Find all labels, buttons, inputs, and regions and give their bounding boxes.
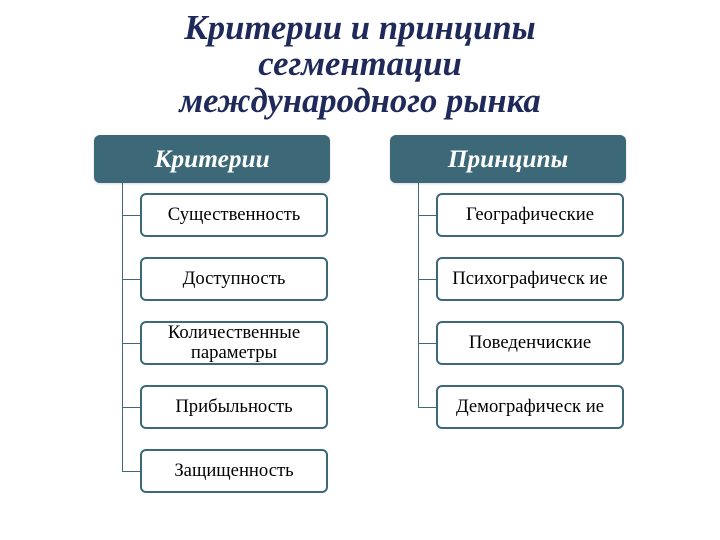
criteria-item-1: Доступность <box>140 257 328 301</box>
criteria-tree: Существенность Доступность Количественны… <box>96 193 328 493</box>
criteria-item-2: Количественные параметры <box>140 321 328 365</box>
principles-item-row-3: Демографическ ие <box>418 385 624 429</box>
principles-item-row-1: Психографическ ие <box>418 257 624 301</box>
principles-item-3: Демографическ ие <box>436 385 624 429</box>
criteria-item-row-1: Доступность <box>122 257 328 301</box>
column-criteria: Критерии Существенность Доступность Коли… <box>94 135 330 493</box>
criteria-item-row-3: Прибыльность <box>122 385 328 429</box>
column-principles: Принципы Географические Психографическ и… <box>390 135 626 493</box>
criteria-item-row-4: Защищенность <box>122 449 328 493</box>
page: Критерии и принципы сегментации междунар… <box>0 0 720 540</box>
criteria-item-row-2: Количественные параметры <box>122 321 328 365</box>
principles-item-2: Поведенчиские <box>436 321 624 365</box>
principles-hconn-0 <box>418 215 436 216</box>
criteria-header: Критерии <box>94 135 330 183</box>
page-title: Критерии и принципы сегментации междунар… <box>30 10 690 119</box>
principles-hconn-3 <box>418 407 436 408</box>
criteria-hconn-3 <box>122 407 140 408</box>
title-line-2: сегментации <box>30 46 690 82</box>
principles-hconn-1 <box>418 279 436 280</box>
principles-header: Принципы <box>390 135 626 183</box>
principles-item-row-0: Географические <box>418 193 624 237</box>
principles-tree: Географические Психографическ ие Поведен… <box>392 193 624 429</box>
principles-item-1: Психографическ ие <box>436 257 624 301</box>
columns-container: Критерии Существенность Доступность Коли… <box>30 135 690 493</box>
principles-item-row-2: Поведенчиские <box>418 321 624 365</box>
criteria-hconn-0 <box>122 215 140 216</box>
criteria-hconn-2 <box>122 343 140 344</box>
criteria-item-row-0: Существенность <box>122 193 328 237</box>
principles-item-0: Географические <box>436 193 624 237</box>
criteria-hconn-1 <box>122 279 140 280</box>
principles-hconn-2 <box>418 343 436 344</box>
title-line-3: международного рынка <box>30 83 690 119</box>
criteria-item-3: Прибыльность <box>140 385 328 429</box>
title-line-1: Критерии и принципы <box>30 10 690 46</box>
criteria-item-0: Существенность <box>140 193 328 237</box>
criteria-hconn-4 <box>122 471 140 472</box>
criteria-item-4: Защищенность <box>140 449 328 493</box>
